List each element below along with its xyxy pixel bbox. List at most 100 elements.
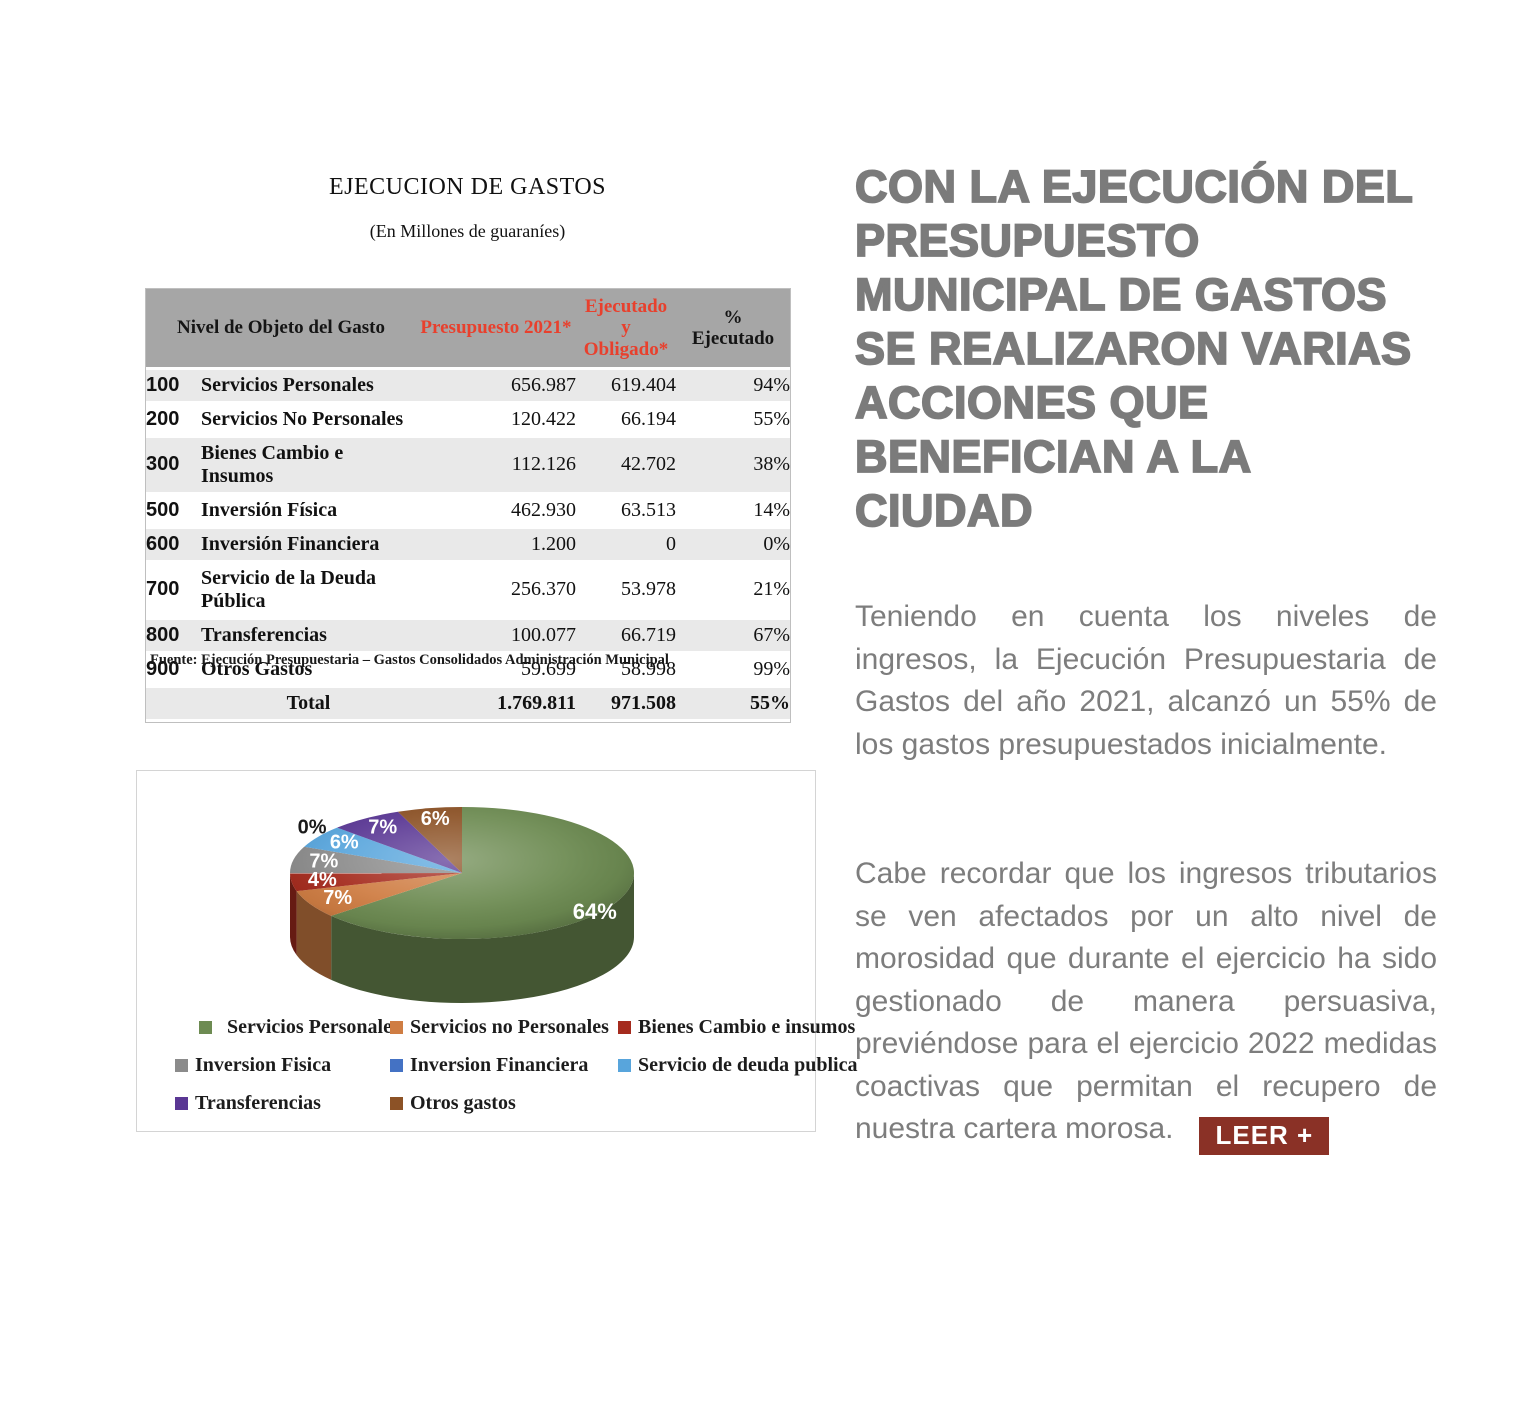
legend-swatch-icon (390, 1021, 403, 1034)
table-cell: 619.404 (576, 368, 676, 403)
table-cell: 112.126 (416, 436, 576, 494)
table-cell: 66.719 (576, 618, 676, 653)
table-row: 500 Inversión Física 462.930 63.513 14% (146, 493, 790, 528)
pie-sheen-overlay (290, 807, 634, 939)
table-cell: 1.200 (416, 527, 576, 562)
table-cell: 21% (676, 561, 790, 619)
table-cell: 200 (146, 402, 201, 437)
table-cell: Bienes Cambio e Insumos (201, 436, 416, 494)
legend-label: Servicios Personales (227, 1016, 400, 1038)
legend-item: Servicios Personales (175, 1016, 400, 1039)
table-cell: 14% (676, 493, 790, 528)
article-paragraph-1: Teniendo en cuenta los niveles de ingres… (855, 600, 1437, 761)
pie-data-label: 6% (421, 808, 450, 830)
table-source-note: Fuente: Ejecución Presupuestaria – Gasto… (150, 652, 669, 668)
pie-slice-side (331, 873, 634, 1003)
read-more-button[interactable]: LEER + (1199, 1117, 1330, 1155)
pie-slice-side (296, 891, 332, 980)
article-paragraph-2-text: Cabe recordar que los ingresos tributari… (855, 857, 1437, 1145)
legend-label: Transferencias (195, 1092, 321, 1114)
report-subtitle: (En Millones de guaraníes) (369, 221, 566, 241)
legend-label: Otros gastos (410, 1092, 516, 1114)
legend-item: Servicios no Personales (390, 1016, 618, 1039)
legend-item: Inversion Fisica (175, 1054, 390, 1077)
legend-label: Bienes Cambio e insumos (638, 1016, 856, 1038)
pie-data-label: 7% (323, 887, 352, 909)
table-cell: 67% (676, 618, 790, 653)
legend-label: Servicios no Personales (410, 1016, 609, 1038)
table-cell: Inversión Física (201, 493, 416, 528)
legend-label: Servicio de deuda publica (638, 1054, 858, 1076)
legend-item: Bienes Cambio e insumos (618, 1016, 857, 1039)
legend-swatch-icon (199, 1021, 212, 1034)
report-title: EJECUCION DE GASTOS (328, 174, 607, 200)
legend-swatch-icon (618, 1059, 631, 1072)
legend-item: Servicio de deuda publica (618, 1054, 857, 1077)
table-row: 100 Servicios Personales 656.987 619.404 94% (146, 368, 790, 403)
table-row: 900 Otros Gastos 59.699 58.998 99% (146, 652, 790, 687)
table-cell: 971.508 (576, 686, 676, 721)
table-cell: 55% (676, 402, 790, 437)
pie-data-label: 6% (330, 831, 359, 853)
table-cell: 53.978 (576, 561, 676, 619)
legend-swatch-icon (390, 1059, 403, 1072)
table-row: 600 Inversión Financiera 1.200 0 0% (146, 527, 790, 562)
table-cell: 1.769.811 (416, 686, 576, 721)
legend-swatch-icon (390, 1097, 403, 1110)
pie-data-label: 64% (573, 899, 617, 924)
pie-chart-panel: 64% 7% 4% 7% 0% 6% 7% 6% Servicios Personales Se… (136, 770, 857, 1132)
table-cell: 300 (146, 436, 201, 494)
table-cell: 63.513 (576, 493, 676, 528)
pie-legend: Servicios Personales Servicios no Persona… (175, 1016, 857, 1115)
table-header-row: Nivel de Objeto del Gasto Presupuesto 20… (146, 289, 790, 370)
legend-item: Inversion Financiera (390, 1054, 618, 1077)
table-cell: Inversión Financiera (201, 527, 416, 562)
table-cell: 59.699 (416, 652, 576, 687)
table-cell: 656.987 (416, 368, 576, 403)
article-heading: CON LA EJECUCIÓN DEL PRESUPUESTO MUNICIP… (854, 160, 1414, 537)
table-cell: 99% (676, 652, 790, 687)
table-cell: 38% (676, 436, 790, 494)
table-cell: 66.194 (576, 402, 676, 437)
legend-item: Otros gastos (390, 1092, 618, 1115)
table-cell: Transferencias (201, 618, 416, 653)
table-cell: Servicio de la Deuda Pública (201, 561, 416, 619)
table-cell: 0 (576, 527, 676, 562)
table-cell: Servicios No Personales (201, 402, 416, 437)
table-cell: 800 (146, 618, 201, 653)
legend-swatch-icon (175, 1097, 188, 1110)
table-cell: 94% (676, 368, 790, 403)
legend-swatch-icon (618, 1021, 631, 1034)
table-cell: 900 (146, 652, 201, 687)
legend-swatch-icon (175, 1059, 188, 1072)
header-ejecutado: Ejecutado y Obligado* (576, 289, 676, 370)
table-row: 700 Servicio de la Deuda Pública 256.370 53… (146, 561, 790, 619)
article-paragraph-2: Cabe recordar que los ingresos tributari… (855, 853, 1437, 1155)
legend-item: Transferencias (175, 1092, 390, 1115)
header-pct: % Ejecutado (676, 289, 790, 370)
table-cell: 256.370 (416, 561, 576, 619)
table-cell: Total (201, 686, 416, 721)
table-cell: Servicios Personales (201, 368, 416, 403)
header-nivel: Nivel de Objeto del Gasto (146, 289, 416, 370)
table-cell: 58.998 (576, 652, 676, 687)
budget-table: Nivel de Objeto del Gasto Presupuesto 20… (145, 288, 791, 723)
header-presupuesto: Presupuesto 2021* (416, 289, 576, 370)
table-total-row: Total 1.769.811 971.508 55% (146, 686, 790, 721)
table-cell: 500 (146, 493, 201, 528)
table-cell: 600 (146, 527, 201, 562)
pie-data-label: 4% (308, 869, 337, 891)
table-cell: 120.422 (416, 402, 576, 437)
table-cell: 462.930 (416, 493, 576, 528)
table-cell: 0% (676, 527, 790, 562)
table-cell: Otros Gastos (201, 652, 416, 687)
table-cell: 42.702 (576, 436, 676, 494)
table-cell (146, 686, 201, 721)
pie-data-label: 7% (309, 850, 338, 872)
table-row: 800 Transferencias 100.077 66.719 67% (146, 618, 790, 653)
legend-label: Inversion Financiera (410, 1054, 589, 1076)
table-cell: 700 (146, 561, 201, 619)
pie-data-label: 0% (298, 817, 327, 839)
table-cell: 55% (676, 686, 790, 721)
table-row: 300 Bienes Cambio e Insumos 112.126 42.702 3… (146, 436, 790, 494)
